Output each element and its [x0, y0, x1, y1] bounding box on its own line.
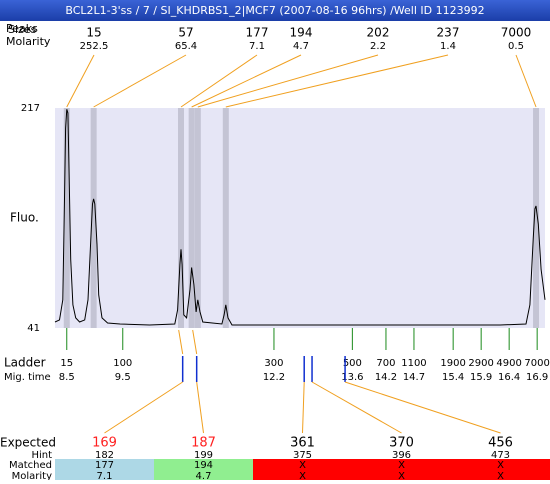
result-cell	[451, 459, 550, 480]
expected-connector	[344, 381, 501, 434]
peak-connector	[515, 54, 537, 108]
peak-connector	[191, 54, 302, 108]
expected-size: 456	[488, 436, 513, 451]
peak-molarity: 252.5	[80, 41, 109, 52]
peak-connector	[197, 54, 379, 108]
peak-band	[90, 108, 97, 328]
peak-connector	[66, 54, 95, 108]
peak-band	[188, 108, 195, 328]
ladder-mig-time: 8.5	[59, 372, 75, 383]
row-label: Mig. time	[4, 372, 51, 383]
result-cell	[55, 459, 154, 480]
y-axis-label: Fluo.	[10, 211, 39, 225]
hint: 182	[95, 450, 114, 461]
ladder-size: 4900	[496, 358, 521, 369]
peak-size: 15	[86, 26, 101, 40]
ladder-mig-time: 16.4	[498, 372, 520, 383]
ladder-mig-time: 15.4	[442, 372, 464, 383]
peak-connector	[180, 54, 258, 108]
ladder-mig-time: 14.2	[375, 372, 397, 383]
y-tick-label: 41	[27, 323, 40, 334]
hint: 473	[491, 450, 510, 461]
expected-size: 187	[191, 436, 216, 451]
ladder-mig-time: 9.5	[115, 372, 131, 383]
matched-molarity: 4.7	[196, 471, 212, 480]
matched: X	[497, 460, 504, 471]
match-connector	[178, 329, 184, 355]
expected-size: 169	[92, 436, 117, 451]
expected-connector	[311, 381, 402, 434]
expected-size: 370	[389, 436, 414, 451]
hint: 375	[293, 450, 312, 461]
row-label: Sizes	[8, 23, 37, 36]
title: BCL2L1-3'ss / 7 / SI_KHDRBS1_2|MCF7 (200…	[65, 4, 484, 17]
ladder-size: 7000	[524, 358, 549, 369]
peak-band	[63, 108, 70, 328]
matched-molarity: X	[398, 471, 405, 480]
peak-connector	[93, 54, 187, 108]
peak-size: 57	[178, 26, 193, 40]
y-tick-label: 217	[21, 103, 40, 114]
peak-band	[194, 108, 201, 328]
row-label: Ladder	[4, 356, 46, 370]
matched-molarity: 7.1	[97, 471, 113, 480]
plot-area	[55, 108, 545, 328]
peak-size: 202	[367, 26, 390, 40]
peak-band	[533, 108, 540, 328]
row-label: Expected	[0, 436, 56, 450]
expected-size: 361	[290, 436, 315, 451]
peak-molarity: 0.5	[508, 41, 524, 52]
ladder-mig-time: 12.2	[263, 372, 285, 383]
peak-molarity: 2.2	[370, 41, 386, 52]
peak-size: 177	[246, 26, 269, 40]
ladder-mig-time: 14.7	[403, 372, 425, 383]
matched: X	[398, 460, 405, 471]
title-bar	[0, 0, 550, 21]
row-label: Hint	[31, 450, 52, 461]
row-label: Molarity	[6, 35, 51, 48]
ladder-size: 1900	[440, 358, 465, 369]
matched-molarity: X	[299, 471, 306, 480]
peak-size: 194	[290, 26, 313, 40]
peak-connector	[225, 54, 449, 108]
peak-band	[178, 108, 184, 328]
peak-molarity: 65.4	[175, 41, 197, 52]
result-cell	[154, 459, 253, 480]
ladder-size: 100	[113, 358, 132, 369]
peak-molarity: 4.7	[293, 41, 309, 52]
peak-molarity: 7.1	[249, 41, 265, 52]
peak-size: 7000	[501, 26, 532, 40]
peak-molarity: 1.4	[440, 41, 456, 52]
row-label: Matched	[9, 460, 52, 471]
expected-connector	[302, 381, 305, 434]
ladder-size: 700	[376, 358, 395, 369]
ladder-size: 300	[264, 358, 283, 369]
hint: 396	[392, 450, 411, 461]
peak-band	[222, 108, 229, 328]
ladder-size: 15	[60, 358, 73, 369]
result-cell	[253, 459, 352, 480]
expected-connector	[196, 381, 204, 434]
row-label: Molarity	[12, 471, 52, 480]
matched: 177	[95, 460, 114, 471]
trace	[54, 109, 546, 326]
row-label: Peaks	[6, 22, 38, 35]
ladder-size: 2900	[468, 358, 493, 369]
bands	[63, 108, 540, 328]
ladder-size: 1100	[401, 358, 426, 369]
ladder-size: 500	[343, 358, 362, 369]
match-connector	[192, 329, 198, 355]
matched-molarity: X	[497, 471, 504, 480]
ladder-mig-time: 16.9	[526, 372, 548, 383]
result-cell	[352, 459, 451, 480]
peak-size: 237	[437, 26, 460, 40]
hint: 199	[194, 450, 213, 461]
ladder-mig-time: 13.6	[341, 372, 363, 383]
expected-connector	[104, 381, 183, 434]
matched: 194	[194, 460, 213, 471]
matched: X	[299, 460, 306, 471]
ladder-mig-time: 15.9	[470, 372, 492, 383]
